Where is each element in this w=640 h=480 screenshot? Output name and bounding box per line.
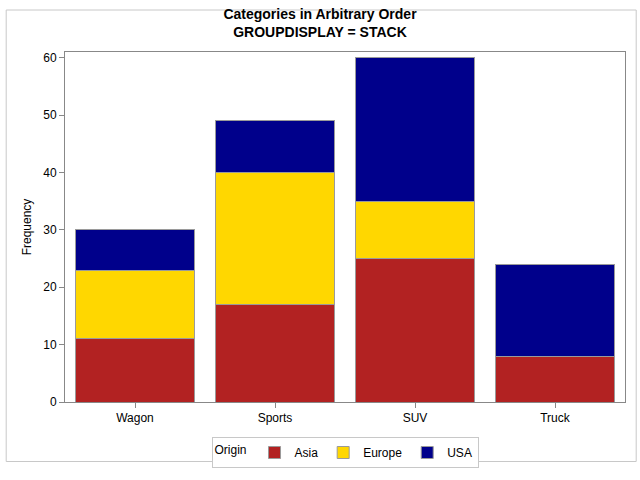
svg-text:30: 30: [43, 223, 57, 237]
svg-text:USA: USA: [447, 446, 472, 460]
svg-text:SUV: SUV: [403, 411, 428, 425]
svg-text:Origin: Origin: [215, 443, 247, 457]
svg-text:Sports: Sports: [258, 411, 293, 425]
svg-text:60: 60: [43, 51, 57, 65]
svg-text:Wagon: Wagon: [116, 411, 154, 425]
svg-text:40: 40: [43, 166, 57, 180]
svg-text:Frequency: Frequency: [20, 199, 34, 256]
svg-text:0: 0: [50, 395, 57, 409]
svg-text:Categories in Arbitrary OrderG: Categories in Arbitrary OrderGROUPDISPLA…: [223, 6, 417, 40]
svg-text:20: 20: [43, 280, 57, 294]
svg-text:50: 50: [43, 108, 57, 122]
svg-text:Truck: Truck: [540, 411, 571, 425]
svg-text:Asia: Asia: [295, 446, 319, 460]
svg-text:10: 10: [43, 338, 57, 352]
svg-text:Europe: Europe: [363, 446, 402, 460]
